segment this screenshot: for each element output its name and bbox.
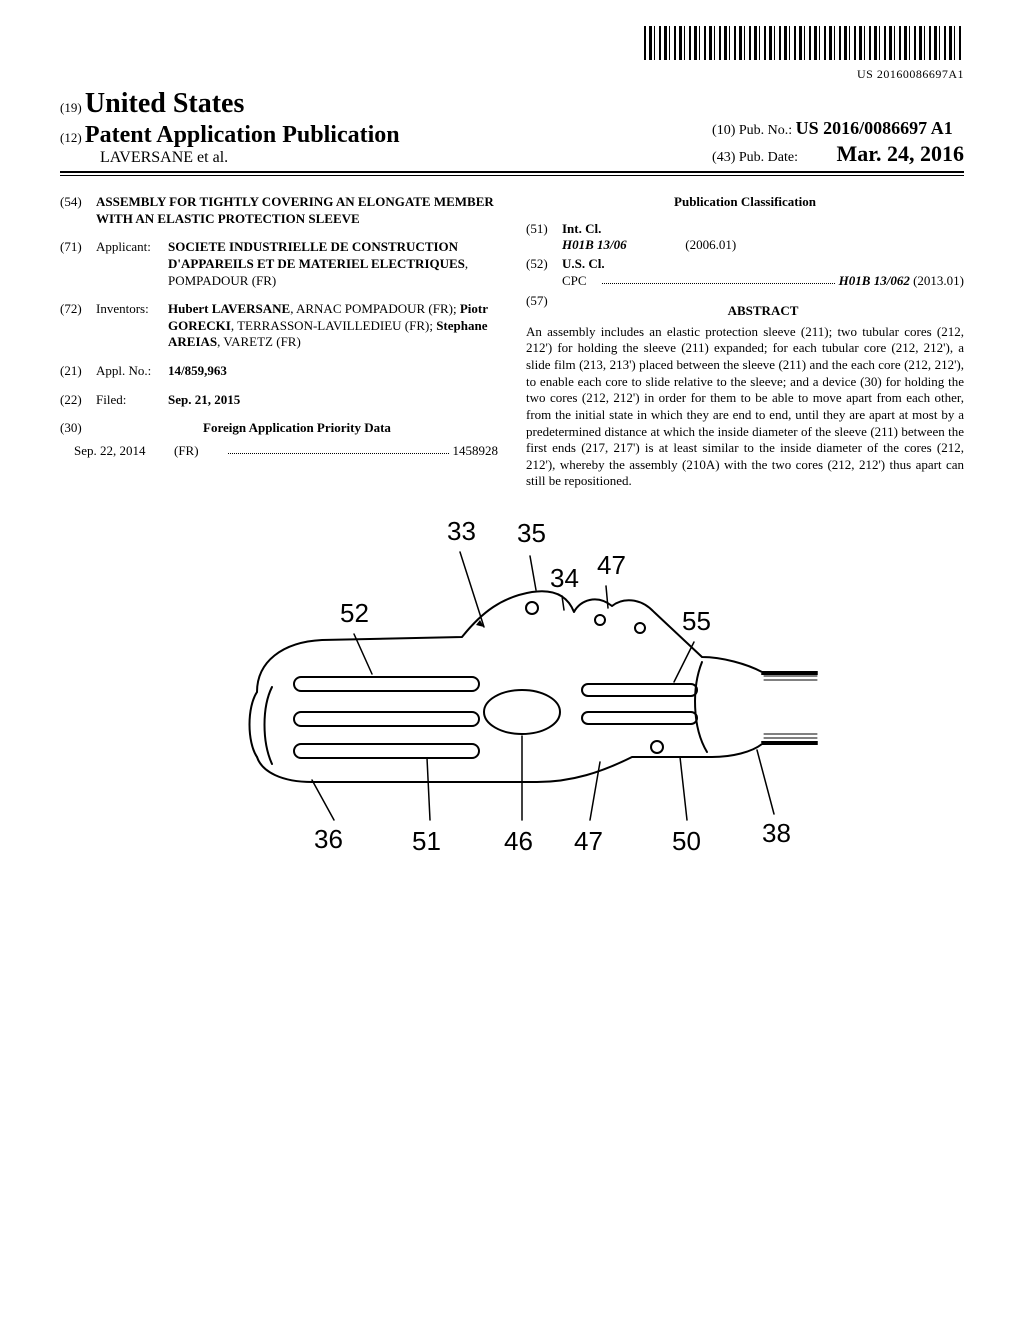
abstract-text: An assembly includes an elastic protecti… xyxy=(526,324,964,490)
barcode-block: US 20160086697A1 xyxy=(60,26,964,82)
abstract-heading-row: (57) ABSTRACT xyxy=(526,293,964,324)
pubno: US 2016/0086697 A1 xyxy=(796,118,953,138)
applno-code: (21) xyxy=(60,363,96,380)
fig-label-51: 51 xyxy=(412,826,441,856)
pubno-code: (10) xyxy=(712,123,735,138)
inventors-code: (72) xyxy=(60,301,96,351)
field-priority-heading: (30) Foreign Application Priority Data xyxy=(60,420,498,437)
applno: 14/859,963 xyxy=(168,363,227,378)
figure: 33 35 34 47 52 55 36 51 46 47 50 38 xyxy=(60,512,964,892)
field-intcl: (51) Int. Cl. H01B 13/06 (2006.01) xyxy=(526,221,964,254)
fig-label-46: 46 xyxy=(504,826,533,856)
abstract-heading: ABSTRACT xyxy=(562,303,964,320)
abstract-code: (57) xyxy=(526,293,562,324)
doc-type: Patent Application Publication xyxy=(85,122,400,148)
fig-label-34: 34 xyxy=(550,563,579,593)
fig-label-33: 33 xyxy=(447,516,476,546)
pubdate: Mar. 24, 2016 xyxy=(836,141,964,166)
classification-heading: Publication Classification xyxy=(526,194,964,211)
country-code: (19) xyxy=(60,100,82,115)
barcode-number: US 20160086697A1 xyxy=(60,67,964,82)
header: (19) United States (12) Patent Applicati… xyxy=(60,88,964,173)
applicant-label: Applicant: xyxy=(96,239,168,289)
fig-label-36: 36 xyxy=(314,824,343,854)
priority-code: (30) xyxy=(60,420,96,437)
inventors-label: Inventors: xyxy=(96,301,168,351)
doc-type-code: (12) xyxy=(60,130,82,145)
patent-drawing: 33 35 34 47 52 55 36 51 46 47 50 38 xyxy=(202,512,822,892)
left-column: (54) ASSEMBLY FOR TIGHTLY COVERING AN EL… xyxy=(60,194,498,490)
filed-code: (22) xyxy=(60,392,96,409)
priority-heading: Foreign Application Priority Data xyxy=(96,420,498,437)
intcl-label: Int. Cl. xyxy=(562,221,601,236)
header-right: (10) Pub. No.: US 2016/0086697 A1 (43) P… xyxy=(712,116,964,167)
leader-dots xyxy=(602,273,835,284)
filed-date: Sep. 21, 2015 xyxy=(168,392,240,407)
cpc-label: CPC xyxy=(562,273,598,290)
barcode-icon xyxy=(644,26,964,60)
divider xyxy=(60,175,964,176)
patent-cover-page: US 20160086697A1 (19) United States (12)… xyxy=(0,0,1024,892)
fig-label-55: 55 xyxy=(682,606,711,636)
figure-labels: 33 35 34 47 52 55 36 51 46 47 50 38 xyxy=(314,516,791,856)
country: United States xyxy=(85,88,244,119)
author-line: LAVERSANE et al. xyxy=(100,149,400,167)
intcl-class: H01B 13/06 xyxy=(562,237,627,252)
fig-label-47-bot: 47 xyxy=(574,826,603,856)
inventors-body: Hubert LAVERSANE, ARNAC POMPADOUR (FR); … xyxy=(168,301,498,351)
fig-label-47-top: 47 xyxy=(597,550,626,580)
priority-cc: (FR) xyxy=(174,443,224,460)
field-filed: (22) Filed: Sep. 21, 2015 xyxy=(60,392,498,409)
priority-num: 1458928 xyxy=(453,443,499,460)
cpc-class: H01B 13/062 xyxy=(839,273,910,288)
cpc-date: (2013.01) xyxy=(910,273,964,288)
intcl-date: (2006.01) xyxy=(685,237,736,252)
leader-dots xyxy=(228,443,449,454)
field-title: (54) ASSEMBLY FOR TIGHTLY COVERING AN EL… xyxy=(60,194,498,227)
intcl-code: (51) xyxy=(526,221,562,254)
field-applicant: (71) Applicant: SOCIETE INDUSTRIELLE DE … xyxy=(60,239,498,289)
applicant-code: (71) xyxy=(60,239,96,289)
header-left: (19) United States (12) Patent Applicati… xyxy=(60,88,400,167)
uscl-label: U.S. Cl. xyxy=(562,256,605,271)
pubdate-code: (43) xyxy=(712,150,735,165)
right-column: Publication Classification (51) Int. Cl.… xyxy=(526,194,964,490)
fig-label-50: 50 xyxy=(672,826,701,856)
pubdate-label: Pub. Date: xyxy=(739,150,798,165)
priority-date: Sep. 22, 2014 xyxy=(74,443,174,460)
priority-entry: Sep. 22, 2014 (FR) 1458928 xyxy=(74,443,498,460)
applicant-name: SOCIETE INDUSTRIELLE DE CONSTRUCTION D'A… xyxy=(168,239,465,271)
field-applno: (21) Appl. No.: 14/859,963 xyxy=(60,363,498,380)
uscl-code: (52) xyxy=(526,256,562,289)
pubno-label: Pub. No.: xyxy=(739,123,792,138)
biblio-columns: (54) ASSEMBLY FOR TIGHTLY COVERING AN EL… xyxy=(60,194,964,490)
applicant-body: SOCIETE INDUSTRIELLE DE CONSTRUCTION D'A… xyxy=(168,239,498,289)
field-inventors: (72) Inventors: Hubert LAVERSANE, ARNAC … xyxy=(60,301,498,351)
fig-label-35: 35 xyxy=(517,518,546,548)
inventor-1: Hubert LAVERSANE xyxy=(168,301,290,316)
invention-title: ASSEMBLY FOR TIGHTLY COVERING AN ELONGAT… xyxy=(96,194,498,227)
fig-label-52: 52 xyxy=(340,598,369,628)
field-uscl: (52) U.S. Cl. CPC H01B 13/062 (2013.01) xyxy=(526,256,964,289)
applno-label: Appl. No.: xyxy=(96,363,168,380)
filed-label: Filed: xyxy=(96,392,168,409)
title-code: (54) xyxy=(60,194,96,227)
fig-label-38: 38 xyxy=(762,818,791,848)
